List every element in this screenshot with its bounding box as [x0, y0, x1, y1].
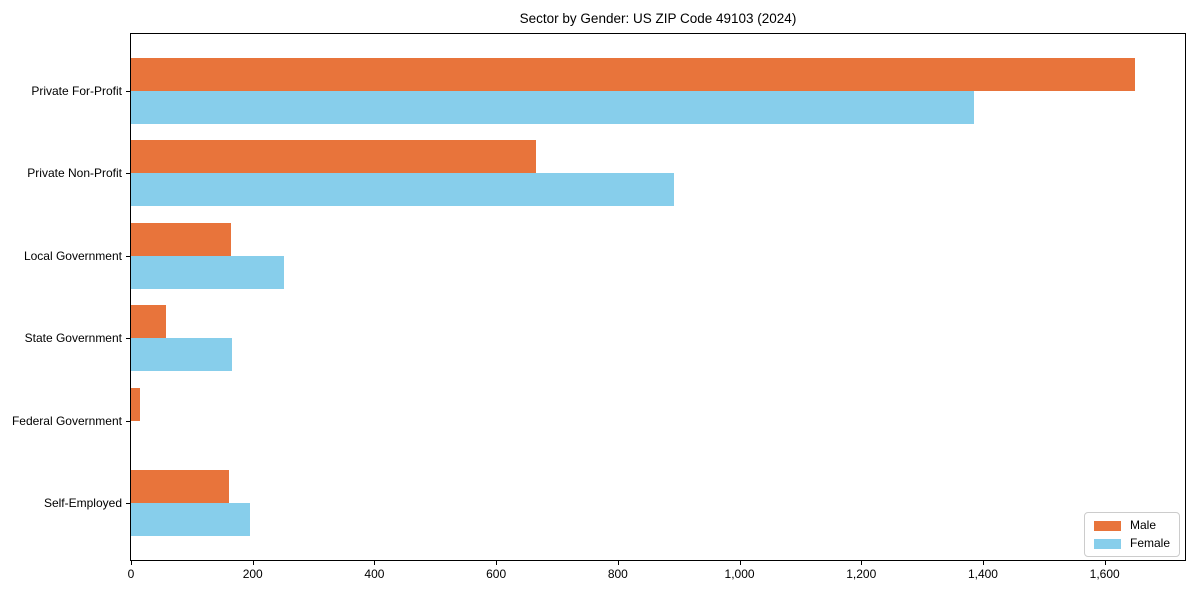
y-tick-mark — [126, 90, 130, 92]
x-tick-label: 600 — [486, 567, 507, 581]
x-tick-mark — [617, 561, 619, 565]
bar-male-self-employed — [131, 470, 229, 504]
x-tick-label: 1,600 — [1089, 567, 1120, 581]
x-tick-mark — [861, 561, 863, 565]
male-swatch — [1093, 520, 1121, 531]
legend: Male Female — [1083, 512, 1180, 557]
category-label-state-government: State Government — [24, 331, 122, 346]
y-tick-mark — [126, 255, 130, 257]
y-tick-mark — [126, 173, 130, 175]
legend-label-male: Male — [1129, 518, 1156, 532]
bar-male-state-government — [131, 305, 166, 339]
x-tick-mark — [374, 561, 376, 565]
bar-female-private-for-profit — [131, 90, 975, 124]
x-tick-mark — [1104, 561, 1106, 565]
bar-male-federal-government — [131, 387, 141, 421]
x-tick-label: 1,200 — [846, 567, 877, 581]
bar-female-private-non-profit — [131, 173, 674, 207]
legend-label-female: Female — [1129, 536, 1170, 550]
x-tick-mark — [739, 561, 741, 565]
legend-item-female: Female — [1093, 536, 1170, 550]
female-swatch — [1093, 538, 1121, 549]
x-tick-label: 800 — [607, 567, 628, 581]
y-tick-mark — [126, 420, 130, 422]
category-label-private-for-profit: Private For-Profit — [31, 83, 122, 98]
bar-female-state-government — [131, 338, 233, 372]
x-tick-label: 0 — [127, 567, 135, 581]
y-tick-mark — [126, 503, 130, 505]
x-tick-mark — [496, 561, 498, 565]
bar-female-local-government — [131, 255, 284, 289]
x-tick-label: 1,000 — [724, 567, 755, 581]
legend-item-male: Male — [1093, 518, 1170, 532]
plot-area: Male Female — [130, 33, 1186, 561]
category-label-federal-government: Federal Government — [11, 413, 122, 428]
category-label-private-non-profit: Private Non-Profit — [27, 166, 122, 181]
x-tick-label: 200 — [242, 567, 263, 581]
x-tick-mark — [252, 561, 254, 565]
x-tick-mark — [131, 561, 132, 565]
bar-female-self-employed — [131, 503, 250, 537]
x-tick-mark — [982, 561, 984, 565]
category-label-local-government: Local Government — [23, 248, 122, 263]
chart-title: Sector by Gender: US ZIP Code 49103 (202… — [519, 11, 797, 26]
bar-male-private-for-profit — [131, 57, 1136, 91]
bar-male-private-non-profit — [131, 140, 536, 174]
category-label-self-employed: Self-Employed — [43, 496, 122, 511]
y-tick-mark — [126, 338, 130, 340]
x-tick-label: 1,400 — [967, 567, 998, 581]
x-tick-label: 400 — [364, 567, 385, 581]
bar-male-local-government — [131, 222, 231, 256]
